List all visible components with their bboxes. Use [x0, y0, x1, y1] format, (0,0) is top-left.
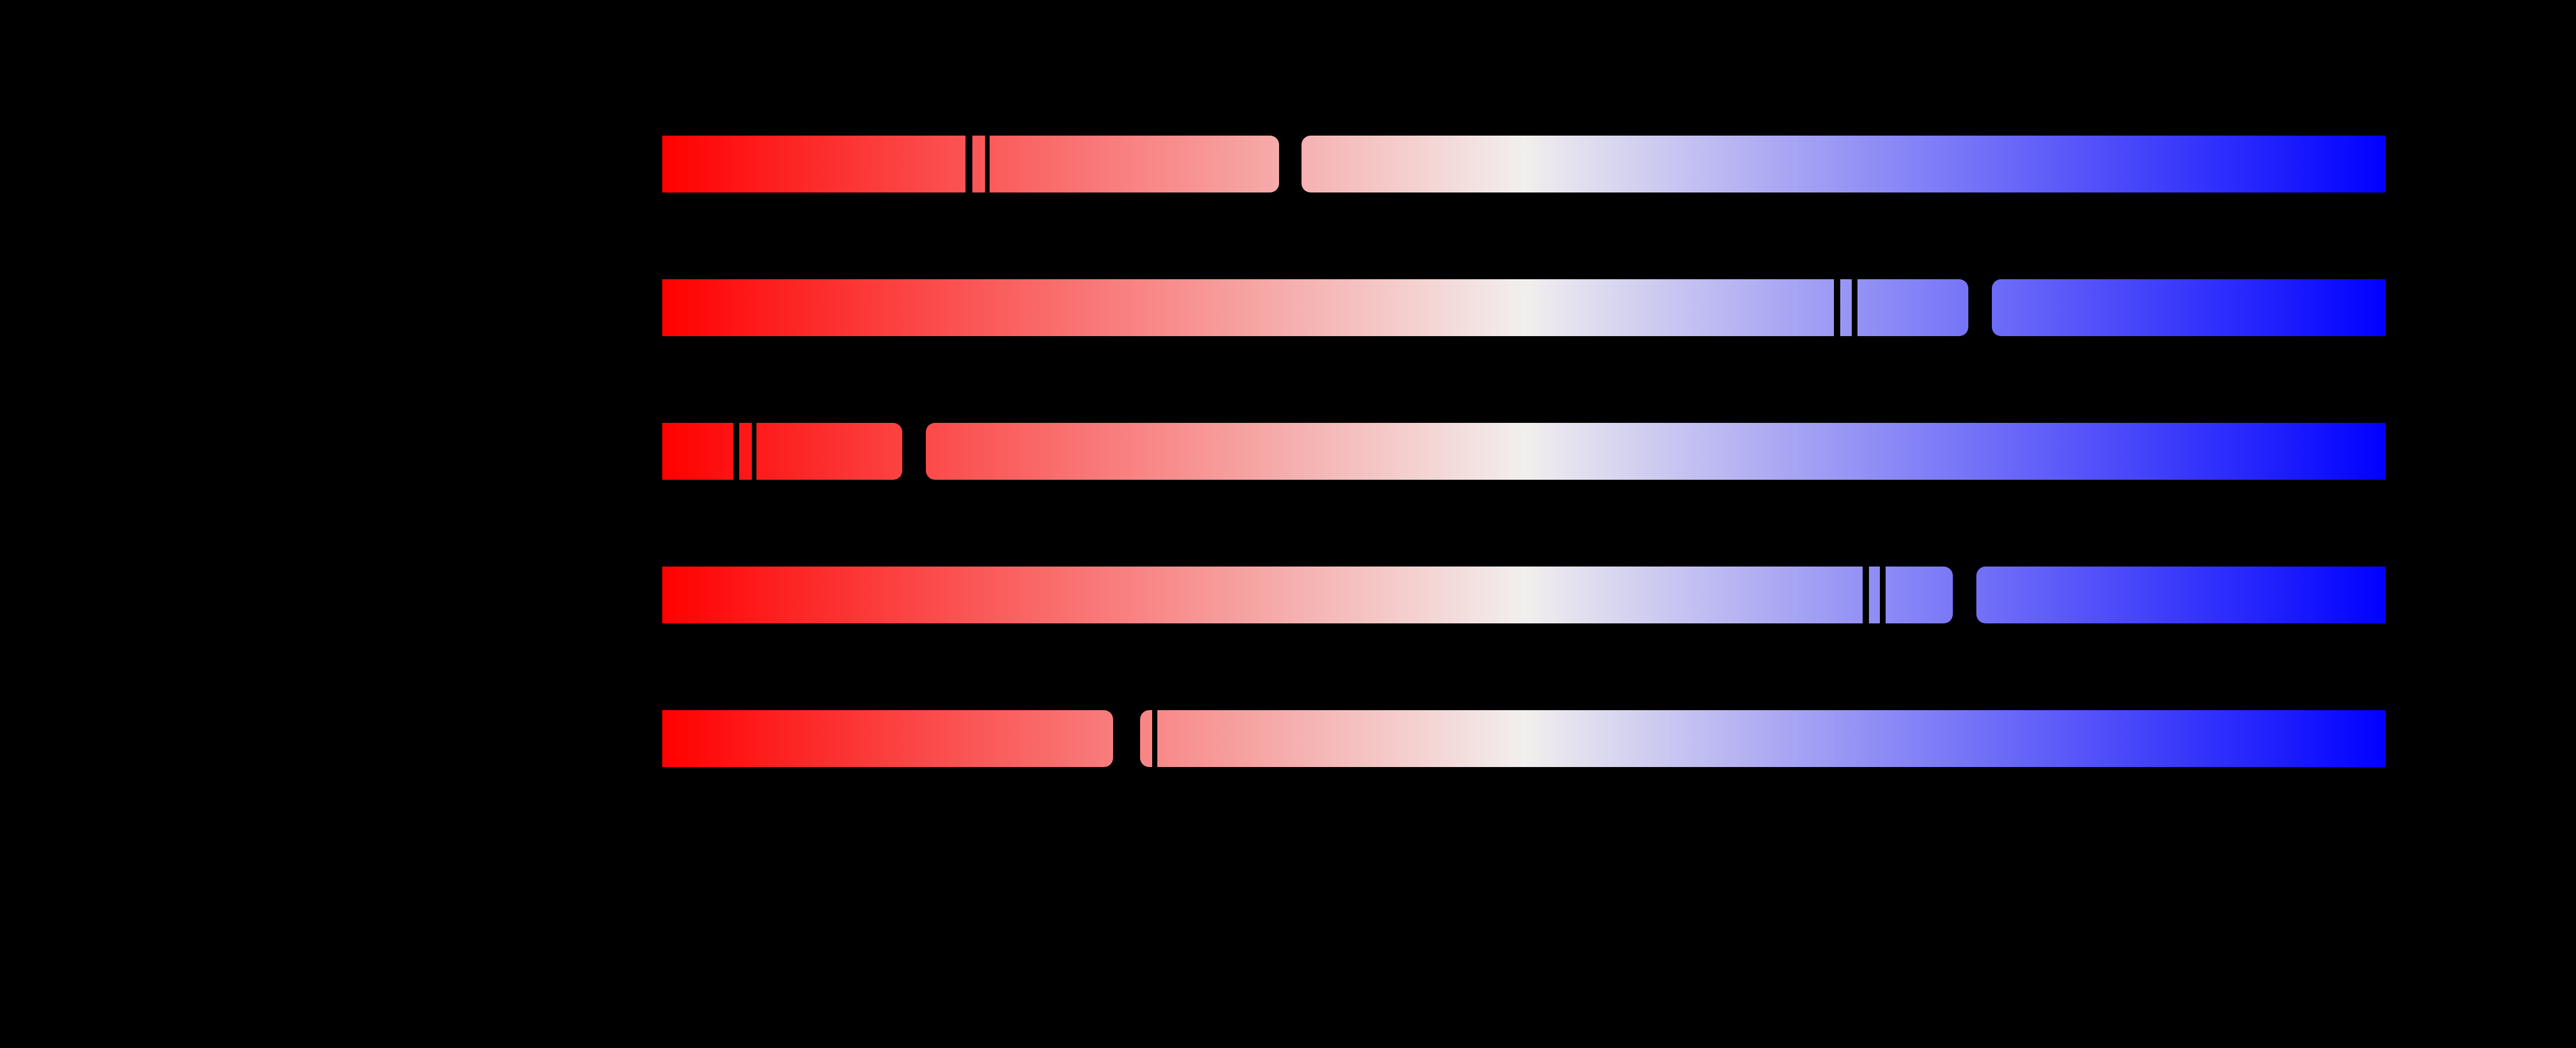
- gradient-segment: [662, 423, 902, 480]
- tick-mark: [965, 136, 972, 192]
- gradient-segment: [926, 423, 2385, 480]
- tick-mark: [1152, 710, 1157, 767]
- gradient-bar-row: [662, 567, 2385, 623]
- gradient-bar-row: [662, 710, 2385, 767]
- tick-mark: [985, 136, 990, 192]
- gradient-segment: [662, 710, 1114, 767]
- gradient-bar-row: [662, 279, 2385, 336]
- tick-mark: [1833, 279, 1840, 336]
- gradient-segment: [662, 567, 1953, 623]
- gradient-segment: [1140, 710, 2385, 767]
- gradient-bar-row: [662, 423, 2385, 480]
- tick-mark: [1863, 567, 1869, 623]
- gradient-bar-row: [662, 136, 2385, 192]
- gradient-segment: [662, 279, 1968, 336]
- tick-mark: [733, 423, 739, 480]
- tick-mark: [1879, 567, 1886, 623]
- gradient-segment: [1976, 567, 2385, 623]
- gradient-segment: [1301, 136, 2385, 192]
- tick-mark: [1852, 279, 1857, 336]
- gradient-segment: [1992, 279, 2385, 336]
- tick-mark: [751, 423, 756, 480]
